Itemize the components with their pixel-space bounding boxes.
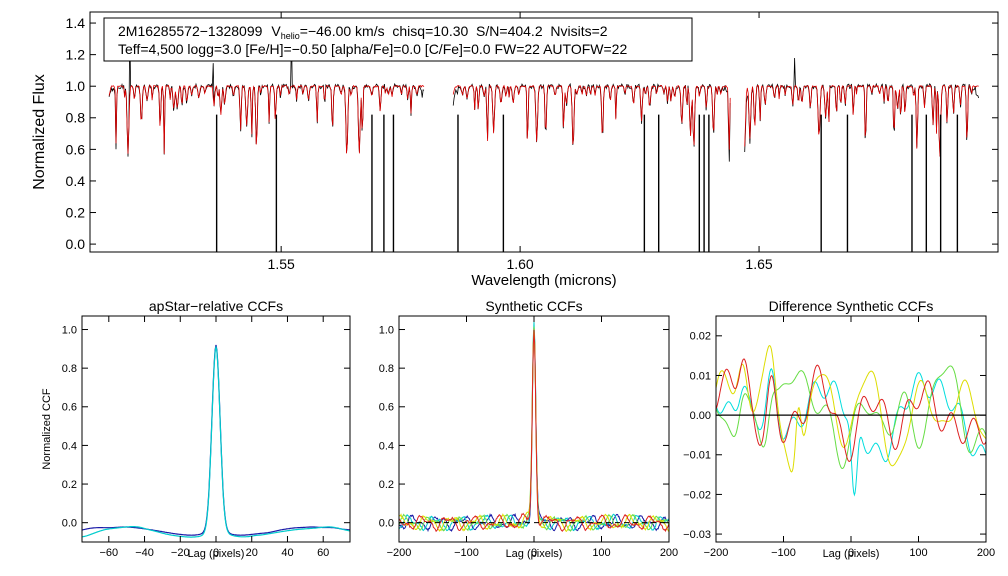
synthetic-ccf-xtick-label: 200 xyxy=(660,547,678,559)
apstar-ccf-ytick-label: 0.8 xyxy=(62,363,77,375)
info-line-1: 2M16285572−1328099 Vhelio=−46.00 km/s chi… xyxy=(118,23,608,41)
info-line-2: Teff=4,500 logg=3.0 [Fe/H]=−0.50 [alpha/… xyxy=(118,41,627,57)
synthetic-ccf-ytick-label: 0.6 xyxy=(379,402,394,414)
apstar-ccf-ytick-label: 1.0 xyxy=(62,324,77,336)
synthetic-ccf-series-line xyxy=(398,326,670,532)
synthetic-ccf-ytick-label: 0.4 xyxy=(379,440,394,452)
synthetic-ccf-ytick-label: 0.0 xyxy=(379,518,394,530)
difference-ccf-xlabel: Lag (pixels) xyxy=(823,548,880,560)
spectrum-ylabel: Normalized Flux xyxy=(31,74,48,190)
spectrum-ytick-label: 0.0 xyxy=(66,236,86,252)
apstar-ccf-series-line xyxy=(81,346,351,538)
spectrum-ytick-label: 1.0 xyxy=(66,78,86,94)
difference-ccf-series-line xyxy=(715,365,987,470)
apstar-ccf-ytick-label: 0.0 xyxy=(62,518,77,530)
difference-ccf-xtick-label: −200 xyxy=(704,547,729,559)
apstar-ccf-xtick-label: 40 xyxy=(281,547,293,559)
apstar-ccf-ylabel: Normalized CCF xyxy=(41,388,53,470)
spectrum-ytick-label: 0.2 xyxy=(66,204,86,220)
spectrum-observed-line xyxy=(744,57,980,157)
difference-ccf-ytick-label: −0.02 xyxy=(683,489,711,501)
spectrum-ytick-label: 1.4 xyxy=(66,15,86,31)
difference-ccf-lines xyxy=(715,345,987,497)
synthetic-ccf-xtick-label: 0 xyxy=(531,547,537,559)
spectrum-ytick-label: 0.8 xyxy=(66,110,86,126)
synthetic-ccf-series-line xyxy=(398,329,670,533)
synthetic-ccf-ytick-label: 0.2 xyxy=(379,479,394,491)
difference-ccf-ytick-label: 0.00 xyxy=(690,410,711,422)
spectrum-panel: 1.55 1.60 1.65 0.0 0.2 0.4 0.6 0.8 1.0 1.2 1.4 Nor… xyxy=(31,11,999,289)
spectrum-lines xyxy=(108,23,980,252)
spectrum-frame xyxy=(89,11,999,253)
spectrum-xtick-label: 1.65 xyxy=(745,256,772,272)
synthetic-ccf-lines xyxy=(398,321,670,533)
synthetic-ccf-series-line xyxy=(398,328,670,533)
difference-ccf-panel: Difference Synthetic CCFs −200 −100 0 100 20… xyxy=(683,298,995,560)
synthetic-ccf-xtick-label: −100 xyxy=(454,547,479,559)
apstar-ccf-xtick-label: 60 xyxy=(317,547,329,559)
info-box xyxy=(103,17,693,62)
spectrum-axes: 1.55 1.60 1.65 0.0 0.2 0.4 0.6 0.8 1.0 1.2 1.4 xyxy=(66,12,998,272)
difference-ccf-xtick-label: 100 xyxy=(909,547,927,559)
synthetic-ccf-series-line xyxy=(398,328,670,532)
difference-ccf-series-line xyxy=(715,368,987,497)
difference-ccf-axes: −200 −100 0 100 200 −0.03 −0.02 −0.01 0.00 0.01 0.… xyxy=(683,316,995,559)
synthetic-ccf-title: Synthetic CCFs xyxy=(485,298,582,314)
synthetic-ccf-xtick-label: 100 xyxy=(592,547,610,559)
difference-ccf-ytick-label: −0.03 xyxy=(683,529,711,541)
difference-ccf-xtick-label: 0 xyxy=(848,547,854,559)
apstar-ccf-xtick-label: −40 xyxy=(135,547,154,559)
info-star-id: 2M16285572−1328099 xyxy=(118,23,263,39)
difference-ccf-ytick-label: −0.01 xyxy=(683,450,711,462)
apstar-ccf-ytick-label: 0.6 xyxy=(62,402,77,414)
apstar-ccf-ytick-label: 0.4 xyxy=(62,440,77,452)
spectrum-synthetic-line xyxy=(744,84,979,157)
apstar-ccf-xtick-label: 20 xyxy=(246,547,258,559)
spectrum-ytick-label: 0.6 xyxy=(66,141,86,157)
spectrum-xlabel: Wavelength (microns) xyxy=(471,272,616,289)
apstar-ccf-title: apStar−relative CCFs xyxy=(149,298,283,314)
difference-ccf-xtick-label: −100 xyxy=(771,547,796,559)
synthetic-ccf-ytick-label: 1.0 xyxy=(379,324,394,336)
apstar-ccf-ytick-label: 0.2 xyxy=(62,479,77,491)
spectrum-xtick-label: 1.60 xyxy=(506,256,533,272)
difference-ccf-xtick-label: 200 xyxy=(977,547,995,559)
apstar-ccf-xtick-label: −60 xyxy=(99,547,118,559)
apstar-ccf-xlabel: Lag (pixels) xyxy=(188,548,245,560)
apstar-ccf-series-line xyxy=(81,344,351,536)
synthetic-ccf-axes: −200 −100 0 100 200 0.0 0.2 0.4 0.6 0.8 1.0 xyxy=(379,316,678,559)
spectrum-synthetic-line xyxy=(452,84,731,150)
synthetic-ccf-panel: Synthetic CCFs −200 −100 0 100 200 0.0 0.2 0.4 0… xyxy=(379,298,678,560)
difference-ccf-ytick-label: 0.01 xyxy=(690,370,711,382)
synthetic-ccf-frame xyxy=(398,315,670,543)
spectrum-xtick-label: 1.55 xyxy=(268,256,295,272)
difference-ccf-ytick-label: 0.02 xyxy=(690,331,711,343)
difference-ccf-series-line xyxy=(715,345,987,473)
spectrum-ytick-label: 1.2 xyxy=(66,47,86,63)
info-v-subscript: helio xyxy=(281,31,300,41)
difference-ccf-series-line xyxy=(715,358,987,462)
spectrum-synthetic-line xyxy=(108,84,425,154)
synthetic-ccf-xlabel: Lag (pixels) xyxy=(506,548,563,560)
difference-ccf-title: Difference Synthetic CCFs xyxy=(769,298,934,314)
apstar-ccf-axes: −60 −40 −20 0 20 40 60 0.0 0.2 0.4 0.6 0.8 1.0 xyxy=(62,316,350,559)
apstar-ccf-lines xyxy=(81,344,351,538)
info-v-label: V xyxy=(271,23,281,39)
info-line-1-rest: =−46.00 km/s chisq=10.30 S/N=404.2 Nvisi… xyxy=(300,23,608,39)
synthetic-ccf-series-line xyxy=(398,321,670,532)
apstar-ccf-panel: apStar−relative CCFs −60 −40 −20 0 20 40 60 0.0… xyxy=(41,298,351,560)
synthetic-ccf-ytick-label: 0.8 xyxy=(379,363,394,375)
synthetic-ccf-xtick-label: −200 xyxy=(387,547,412,559)
apstar-ccf-xtick-label: −20 xyxy=(171,547,190,559)
apstar-ccf-xtick-label: 0 xyxy=(213,547,219,559)
spectrum-ytick-label: 0.4 xyxy=(66,173,86,189)
